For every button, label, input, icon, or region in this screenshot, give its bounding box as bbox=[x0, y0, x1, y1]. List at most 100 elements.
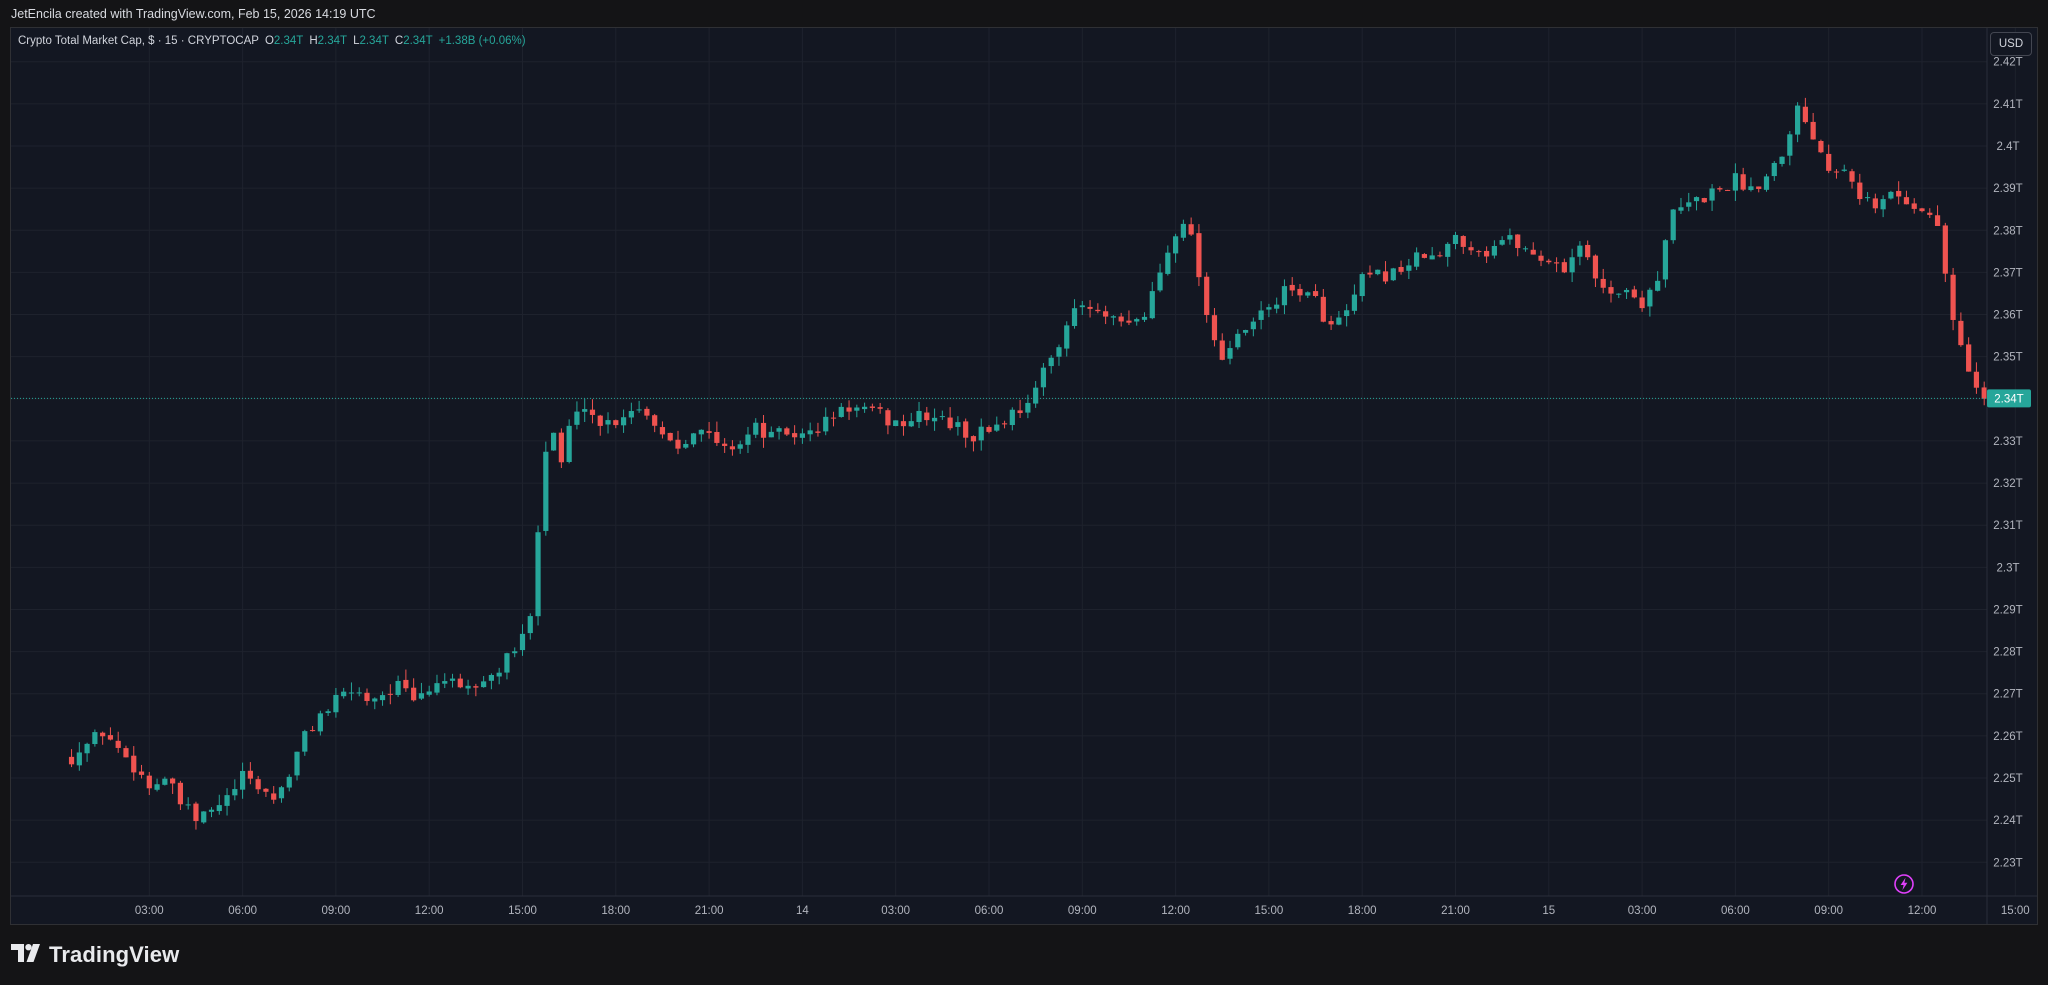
candle[interactable] bbox=[1344, 304, 1350, 327]
candle[interactable] bbox=[1880, 195, 1886, 218]
candle[interactable] bbox=[1056, 344, 1062, 366]
candle[interactable] bbox=[317, 710, 323, 736]
candle[interactable] bbox=[582, 398, 588, 423]
candle[interactable] bbox=[232, 779, 238, 801]
candle[interactable] bbox=[1289, 277, 1295, 297]
candle[interactable] bbox=[1756, 186, 1762, 193]
candle[interactable] bbox=[224, 788, 230, 816]
candle[interactable] bbox=[683, 439, 689, 450]
candle[interactable] bbox=[1048, 355, 1054, 374]
candle[interactable] bbox=[1351, 284, 1358, 315]
candle[interactable] bbox=[1476, 249, 1482, 257]
candle[interactable] bbox=[1017, 399, 1023, 418]
candle[interactable] bbox=[302, 729, 308, 756]
candle[interactable] bbox=[1437, 251, 1443, 258]
candle[interactable] bbox=[271, 786, 277, 804]
candle[interactable] bbox=[729, 440, 736, 456]
candle[interactable] bbox=[823, 407, 829, 436]
candle[interactable] bbox=[1802, 97, 1808, 124]
candle[interactable] bbox=[1429, 247, 1435, 260]
candle[interactable] bbox=[1507, 228, 1513, 245]
candle[interactable] bbox=[597, 414, 603, 436]
candle[interactable] bbox=[1103, 305, 1109, 325]
candle[interactable] bbox=[1631, 285, 1637, 299]
candle[interactable] bbox=[193, 801, 199, 830]
candle[interactable] bbox=[1553, 257, 1560, 273]
candle[interactable] bbox=[1227, 340, 1233, 365]
candle[interactable] bbox=[1071, 299, 1078, 329]
candle[interactable] bbox=[1390, 267, 1396, 282]
candle[interactable] bbox=[278, 785, 285, 803]
symbol-legend[interactable]: Crypto Total Market Cap, $ · 15 · CRYPTO… bbox=[18, 35, 526, 47]
candle[interactable] bbox=[131, 746, 137, 781]
candle[interactable] bbox=[1919, 207, 1925, 213]
candle[interactable] bbox=[1382, 261, 1389, 285]
candle[interactable] bbox=[1810, 112, 1816, 140]
candle[interactable] bbox=[1927, 208, 1933, 219]
candle[interactable] bbox=[1833, 169, 1840, 179]
candle[interactable] bbox=[1266, 303, 1272, 318]
candle[interactable] bbox=[418, 682, 425, 700]
candle[interactable] bbox=[1872, 193, 1878, 214]
candle[interactable] bbox=[395, 675, 401, 698]
candle[interactable] bbox=[426, 685, 432, 697]
candle[interactable] bbox=[372, 697, 378, 710]
candle[interactable] bbox=[488, 673, 494, 690]
candle[interactable] bbox=[341, 687, 347, 699]
tradingview-brand[interactable]: TradingView bbox=[11, 942, 179, 968]
candle[interactable] bbox=[1779, 156, 1785, 167]
candle[interactable] bbox=[1701, 197, 1707, 203]
candle[interactable] bbox=[652, 413, 658, 433]
candle[interactable] bbox=[1460, 235, 1466, 254]
candle[interactable] bbox=[955, 416, 961, 436]
candle[interactable] bbox=[558, 428, 564, 469]
candle[interactable] bbox=[449, 673, 456, 688]
candle[interactable] bbox=[1406, 258, 1412, 280]
candle[interactable] bbox=[527, 613, 533, 640]
candle[interactable] bbox=[1585, 240, 1591, 261]
legend-symbol[interactable]: Crypto Total Market Cap, $ · 15 · CRYPTO… bbox=[18, 35, 259, 47]
candle[interactable] bbox=[659, 421, 666, 439]
candle[interactable] bbox=[309, 725, 316, 732]
candle[interactable] bbox=[1134, 317, 1140, 326]
candle[interactable] bbox=[1771, 161, 1777, 181]
candle[interactable] bbox=[605, 412, 611, 434]
candle[interactable] bbox=[830, 411, 837, 427]
candle[interactable] bbox=[1173, 233, 1179, 263]
candle[interactable] bbox=[1250, 317, 1256, 337]
candle[interactable] bbox=[286, 774, 292, 792]
candle[interactable] bbox=[1118, 312, 1124, 327]
candle[interactable] bbox=[1157, 263, 1163, 293]
candle[interactable] bbox=[1367, 265, 1373, 278]
candle[interactable] bbox=[986, 425, 992, 434]
candle[interactable] bbox=[1857, 173, 1863, 205]
candle[interactable] bbox=[1025, 394, 1031, 419]
candle[interactable] bbox=[1577, 241, 1583, 266]
candle[interactable] bbox=[1623, 287, 1630, 299]
candle[interactable] bbox=[994, 416, 1000, 432]
candle[interactable] bbox=[1491, 240, 1497, 259]
candle[interactable] bbox=[807, 422, 813, 442]
candle[interactable] bbox=[1204, 272, 1210, 323]
candle[interactable] bbox=[107, 727, 114, 741]
candle[interactable] bbox=[1966, 337, 1972, 372]
candle[interactable] bbox=[1934, 205, 1941, 227]
candle[interactable] bbox=[1336, 310, 1342, 326]
candle[interactable] bbox=[1468, 241, 1474, 255]
candle[interactable] bbox=[465, 679, 471, 695]
candle[interactable] bbox=[862, 402, 868, 413]
candle[interactable] bbox=[1414, 247, 1420, 271]
candle[interactable] bbox=[589, 399, 596, 424]
candle[interactable] bbox=[1297, 283, 1303, 302]
candle[interactable] bbox=[675, 430, 681, 455]
candle[interactable] bbox=[457, 673, 463, 689]
candle[interactable] bbox=[706, 421, 712, 439]
candle[interactable] bbox=[768, 426, 774, 438]
candle[interactable] bbox=[838, 403, 844, 418]
candle[interactable] bbox=[379, 691, 386, 706]
candle[interactable] bbox=[574, 401, 580, 430]
candle[interactable] bbox=[240, 762, 246, 799]
candle[interactable] bbox=[1515, 234, 1521, 257]
candle[interactable] bbox=[68, 749, 75, 768]
candle[interactable] bbox=[1709, 184, 1715, 211]
